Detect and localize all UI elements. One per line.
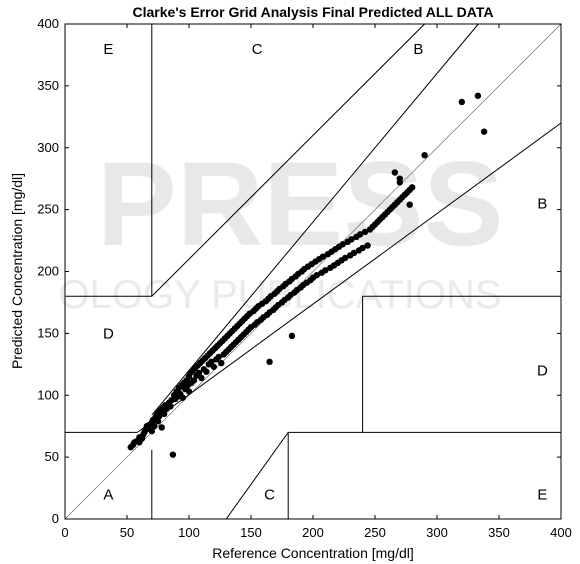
zone-label-a: A <box>103 486 113 503</box>
data-point <box>361 228 369 236</box>
zone-label-b: B <box>537 195 547 212</box>
y-tick-label: 0 <box>52 511 59 526</box>
y-tick-label: 350 <box>37 78 59 93</box>
zone-label-c: C <box>252 41 263 58</box>
data-point <box>185 388 193 395</box>
data-point <box>215 353 222 361</box>
zone-labels: A B B C C D D E E <box>103 41 548 504</box>
y-tick-label: 250 <box>37 202 59 217</box>
y-tick-label: 200 <box>37 264 59 279</box>
data-point <box>342 254 349 262</box>
data-point <box>406 201 413 208</box>
data-point <box>474 92 482 99</box>
identity-line <box>64 23 562 520</box>
data-point <box>322 267 329 274</box>
data-point <box>208 358 215 366</box>
x-tick-label: 400 <box>550 525 572 540</box>
data-point <box>210 363 217 370</box>
data-point <box>480 128 488 135</box>
data-point <box>421 151 428 159</box>
x-tick-label: 300 <box>426 525 448 540</box>
data-point <box>356 231 364 238</box>
data-point <box>151 422 158 430</box>
zone-label-e: E <box>537 486 547 503</box>
zone-boundary-line <box>225 432 289 520</box>
zone-boundary-line <box>137 122 562 433</box>
watermark: PRESS OLOGY PUBLICATIONS <box>58 137 503 317</box>
x-tick-label: 350 <box>488 525 510 540</box>
zone-label-e: E <box>103 41 113 58</box>
data-point <box>396 179 403 186</box>
data-points <box>127 92 488 458</box>
y-axis-ticks: 0 50 100 150 200 250 300 350 400 <box>37 16 561 526</box>
data-point <box>350 249 358 257</box>
y-tick-label: 400 <box>37 16 59 31</box>
x-tick-label: 250 <box>364 525 386 540</box>
zone-label-c: C <box>264 486 275 503</box>
data-point <box>218 359 225 367</box>
data-point <box>148 427 155 435</box>
chart-title: Clarke's Error Grid Analysis Final Predi… <box>133 4 494 20</box>
zone-boundaries <box>64 23 562 520</box>
data-point <box>364 242 371 249</box>
x-tick-label: 100 <box>178 525 200 540</box>
x-axis-label: Reference Concentration [mg/dl] <box>212 545 414 561</box>
y-tick-label: 300 <box>37 140 59 155</box>
data-point <box>348 236 355 243</box>
data-point <box>458 98 465 106</box>
data-point <box>313 272 320 279</box>
watermark-big-text: PRESS <box>97 137 504 271</box>
data-point <box>288 332 296 340</box>
zone-boundary-line <box>151 23 425 297</box>
data-point <box>195 369 203 377</box>
zone-label-b: B <box>413 41 423 58</box>
x-tick-label: 0 <box>61 525 68 540</box>
data-point <box>158 424 165 431</box>
x-tick-label: 150 <box>240 525 262 540</box>
data-point <box>339 241 346 248</box>
data-point <box>198 374 205 382</box>
y-tick-label: 100 <box>37 387 59 402</box>
data-point <box>359 244 366 252</box>
y-tick-label: 150 <box>37 325 59 340</box>
data-point <box>161 410 168 418</box>
zone-label-d: D <box>103 325 114 342</box>
y-tick-label: 50 <box>45 449 59 464</box>
data-point <box>319 253 327 260</box>
watermark-sub-text: OLOGY PUBLICATIONS <box>58 273 501 317</box>
data-point <box>190 377 198 384</box>
y-axis-label: Predicted Concentration [mg/dl] <box>9 173 25 369</box>
data-point <box>266 358 273 366</box>
data-point <box>156 413 163 420</box>
x-tick-label: 200 <box>302 525 324 540</box>
data-point <box>154 418 162 425</box>
zone-label-d: D <box>537 363 548 380</box>
data-point <box>409 184 416 191</box>
data-point <box>167 403 174 410</box>
data-point <box>203 368 210 375</box>
zone-boundary-line <box>151 23 479 416</box>
x-axis-ticks: 0 50 100 150 200 250 300 350 400 <box>61 24 572 540</box>
x-tick-label: 50 <box>120 525 134 540</box>
data-point <box>179 394 186 401</box>
data-point <box>169 451 177 458</box>
data-point <box>391 169 399 176</box>
